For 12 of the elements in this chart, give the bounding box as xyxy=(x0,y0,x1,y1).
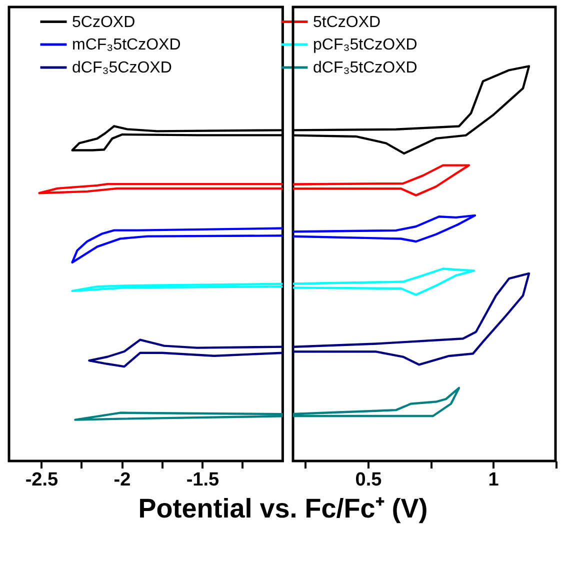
legend-label: dCF₃5tCzOXD xyxy=(313,60,418,76)
legend-label: pCF₃5tCzOXD xyxy=(313,36,418,54)
legend-label: mCF₃5tCzOXD xyxy=(72,36,181,54)
legend-label: 5CzOXD xyxy=(72,14,136,31)
x-tick-label: -1.5 xyxy=(186,470,220,490)
x-axis-title: Potential vs. Fc/Fc⁺ (V) xyxy=(138,493,428,524)
x-tick-label: 0.5 xyxy=(355,470,382,490)
x-tick-label: -2 xyxy=(114,470,131,490)
x-tick-label: -2.5 xyxy=(25,470,58,490)
legend-label: dCF₃5CzOXD xyxy=(72,60,172,76)
legend-label: 5tCzOXD xyxy=(313,14,381,31)
x-tick-label: 1 xyxy=(488,470,500,490)
